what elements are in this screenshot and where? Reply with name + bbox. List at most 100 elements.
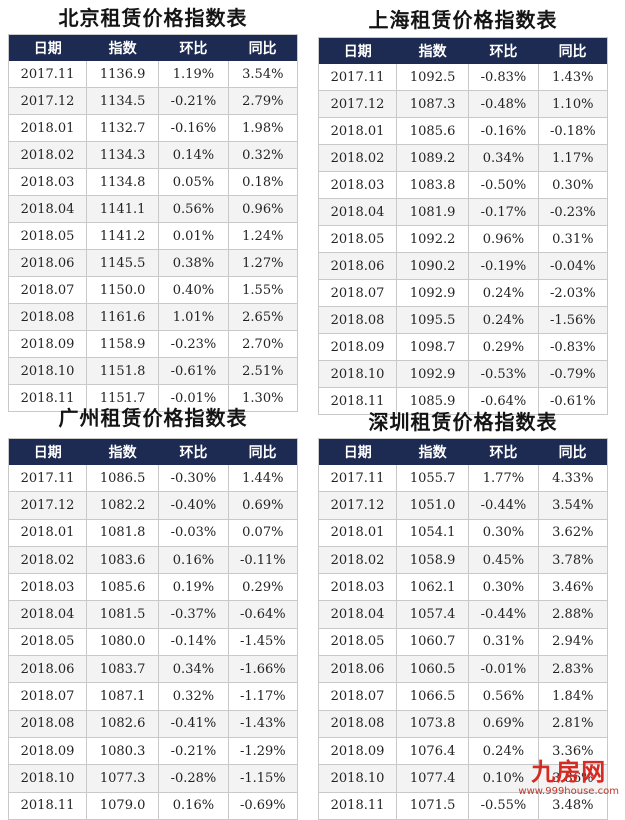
header-date: 日期 [318, 37, 397, 64]
table-row: 2018.08 1095.5 0.24% -1.56% [318, 306, 608, 334]
date-cell: 2018.08 [8, 710, 87, 738]
mom-cell: 0.56% [158, 195, 229, 223]
yoy-cell: 0.69% [227, 491, 298, 520]
index-cell: 1079.0 [86, 792, 159, 820]
index-cell: 1134.5 [86, 87, 159, 115]
yoy-cell: 3.54% [227, 61, 298, 88]
mom-cell: -0.17% [468, 198, 539, 226]
index-cell: 1132.7 [86, 114, 159, 142]
table-row: 2018.04 1141.1 0.56% 0.96% [8, 195, 298, 223]
date-cell: 2018.07 [318, 279, 397, 307]
mom-cell: 0.24% [468, 737, 539, 766]
table-row: 2018.04 1081.5 -0.37% -0.64% [8, 600, 298, 629]
table-row: 2018.03 1083.8 -0.50% 0.30% [318, 171, 608, 199]
guangzhou-panel: 广州租赁价格指数表 日期 指数 环比 同比 2017.11 1086.5 -0.30… [8, 400, 298, 820]
mom-cell: -0.44% [468, 600, 539, 629]
table-row: 2018.10 1077.3 -0.28% -1.15% [8, 764, 298, 793]
yoy-cell: -1.29% [227, 737, 298, 766]
header-yoy: 同比 [228, 438, 298, 465]
panel-title: 深圳租赁价格指数表 [368, 410, 558, 434]
yoy-cell: 3.62% [537, 519, 608, 547]
table-row: 2018.08 1161.6 1.01% 2.65% [8, 303, 298, 331]
mom-cell: 0.45% [468, 546, 539, 575]
index-cell: 1092.9 [396, 360, 469, 388]
yoy-cell: 2.51% [227, 357, 298, 385]
panel-title: 上海租赁价格指数表 [368, 8, 558, 32]
mom-cell: -0.19% [468, 252, 539, 280]
table-row: 2018.07 1150.0 0.40% 1.55% [8, 276, 298, 304]
date-cell: 2018.08 [318, 710, 397, 738]
header-yoy: 同比 [228, 34, 298, 61]
header-index: 指数 [396, 37, 469, 64]
mom-cell: -0.21% [158, 87, 229, 115]
table-row: 2018.07 1066.5 0.56% 1.84% [318, 682, 608, 711]
yoy-cell: -1.15% [227, 764, 298, 793]
index-cell: 1090.2 [396, 252, 469, 280]
watermark-logo-text: 九房网 [531, 758, 607, 786]
yoy-cell: 2.70% [227, 330, 298, 358]
table-row: 2018.11 1079.0 0.16% -0.69% [8, 792, 298, 820]
yoy-cell: 1.43% [537, 64, 608, 91]
mom-cell: 0.69% [468, 710, 539, 738]
date-cell: 2017.12 [8, 87, 87, 115]
mom-cell: 0.24% [468, 279, 539, 307]
index-cell: 1077.4 [396, 764, 469, 793]
yoy-cell: 0.30% [537, 171, 608, 199]
mom-cell: 1.01% [158, 303, 229, 331]
index-cell: 1083.6 [86, 546, 159, 575]
yoy-cell: -0.83% [537, 333, 608, 361]
table-row: 2018.10 1077.4 0.10% 3.86% [318, 764, 608, 793]
date-cell: 2018.02 [8, 141, 87, 169]
date-cell: 2018.11 [8, 792, 87, 820]
date-cell: 2017.12 [8, 491, 87, 520]
yoy-cell: -0.79% [537, 360, 608, 388]
header-mom: 环比 [468, 37, 539, 64]
table-row: 2018.04 1057.4 -0.44% 2.88% [318, 600, 608, 629]
index-cell: 1151.8 [86, 357, 159, 385]
header-yoy: 同比 [538, 37, 608, 64]
index-cell: 1080.0 [86, 628, 159, 657]
yoy-cell: 2.65% [227, 303, 298, 331]
date-cell: 2018.08 [318, 306, 397, 334]
mom-cell: 1.77% [468, 465, 539, 493]
date-cell: 2018.03 [8, 168, 87, 196]
date-cell: 2017.12 [318, 90, 397, 118]
table-row: 2018.05 1092.2 0.96% 0.31% [318, 225, 608, 253]
mom-cell: 0.32% [158, 682, 229, 711]
mom-cell: 0.05% [158, 168, 229, 196]
date-cell: 2018.11 [318, 387, 397, 415]
date-cell: 2018.10 [318, 360, 397, 388]
yoy-cell: 1.55% [227, 276, 298, 304]
date-cell: 2018.05 [318, 628, 397, 657]
yoy-cell: 2.83% [537, 655, 608, 684]
table-row: 2017.11 1136.9 1.19% 3.54% [8, 61, 298, 88]
date-cell: 2018.10 [8, 357, 87, 385]
yoy-cell: 3.86% [537, 764, 608, 793]
mom-cell: -0.01% [158, 384, 229, 412]
index-cell: 1080.3 [86, 737, 159, 766]
mom-cell: -0.28% [158, 764, 229, 793]
date-cell: 2018.11 [318, 792, 397, 820]
rent-index-table: 日期 指数 环比 同比 2017.11 1086.5 -0.30% 1.44% 2017… [8, 438, 298, 820]
header-date: 日期 [8, 34, 87, 61]
yoy-cell: 0.29% [227, 573, 298, 602]
yoy-cell: 1.44% [227, 465, 298, 493]
header-row: 日期 指数 环比 同比 [8, 438, 298, 465]
index-cell: 1098.7 [396, 333, 469, 361]
date-cell: 2018.02 [318, 546, 397, 575]
index-cell: 1089.2 [396, 144, 469, 172]
header-mom: 环比 [158, 438, 229, 465]
mom-cell: -0.50% [468, 171, 539, 199]
yoy-cell: -1.45% [227, 628, 298, 657]
header-index: 指数 [396, 438, 469, 465]
mom-cell: -0.83% [468, 64, 539, 91]
mom-cell: 0.96% [468, 225, 539, 253]
date-cell: 2018.07 [8, 682, 87, 711]
index-cell: 1051.0 [396, 491, 469, 520]
date-cell: 2018.04 [8, 195, 87, 223]
index-cell: 1161.6 [86, 303, 159, 331]
date-cell: 2018.09 [8, 330, 87, 358]
yoy-cell: 3.78% [537, 546, 608, 575]
yoy-cell: 2.81% [537, 710, 608, 738]
table-row: 2018.02 1058.9 0.45% 3.78% [318, 546, 608, 575]
